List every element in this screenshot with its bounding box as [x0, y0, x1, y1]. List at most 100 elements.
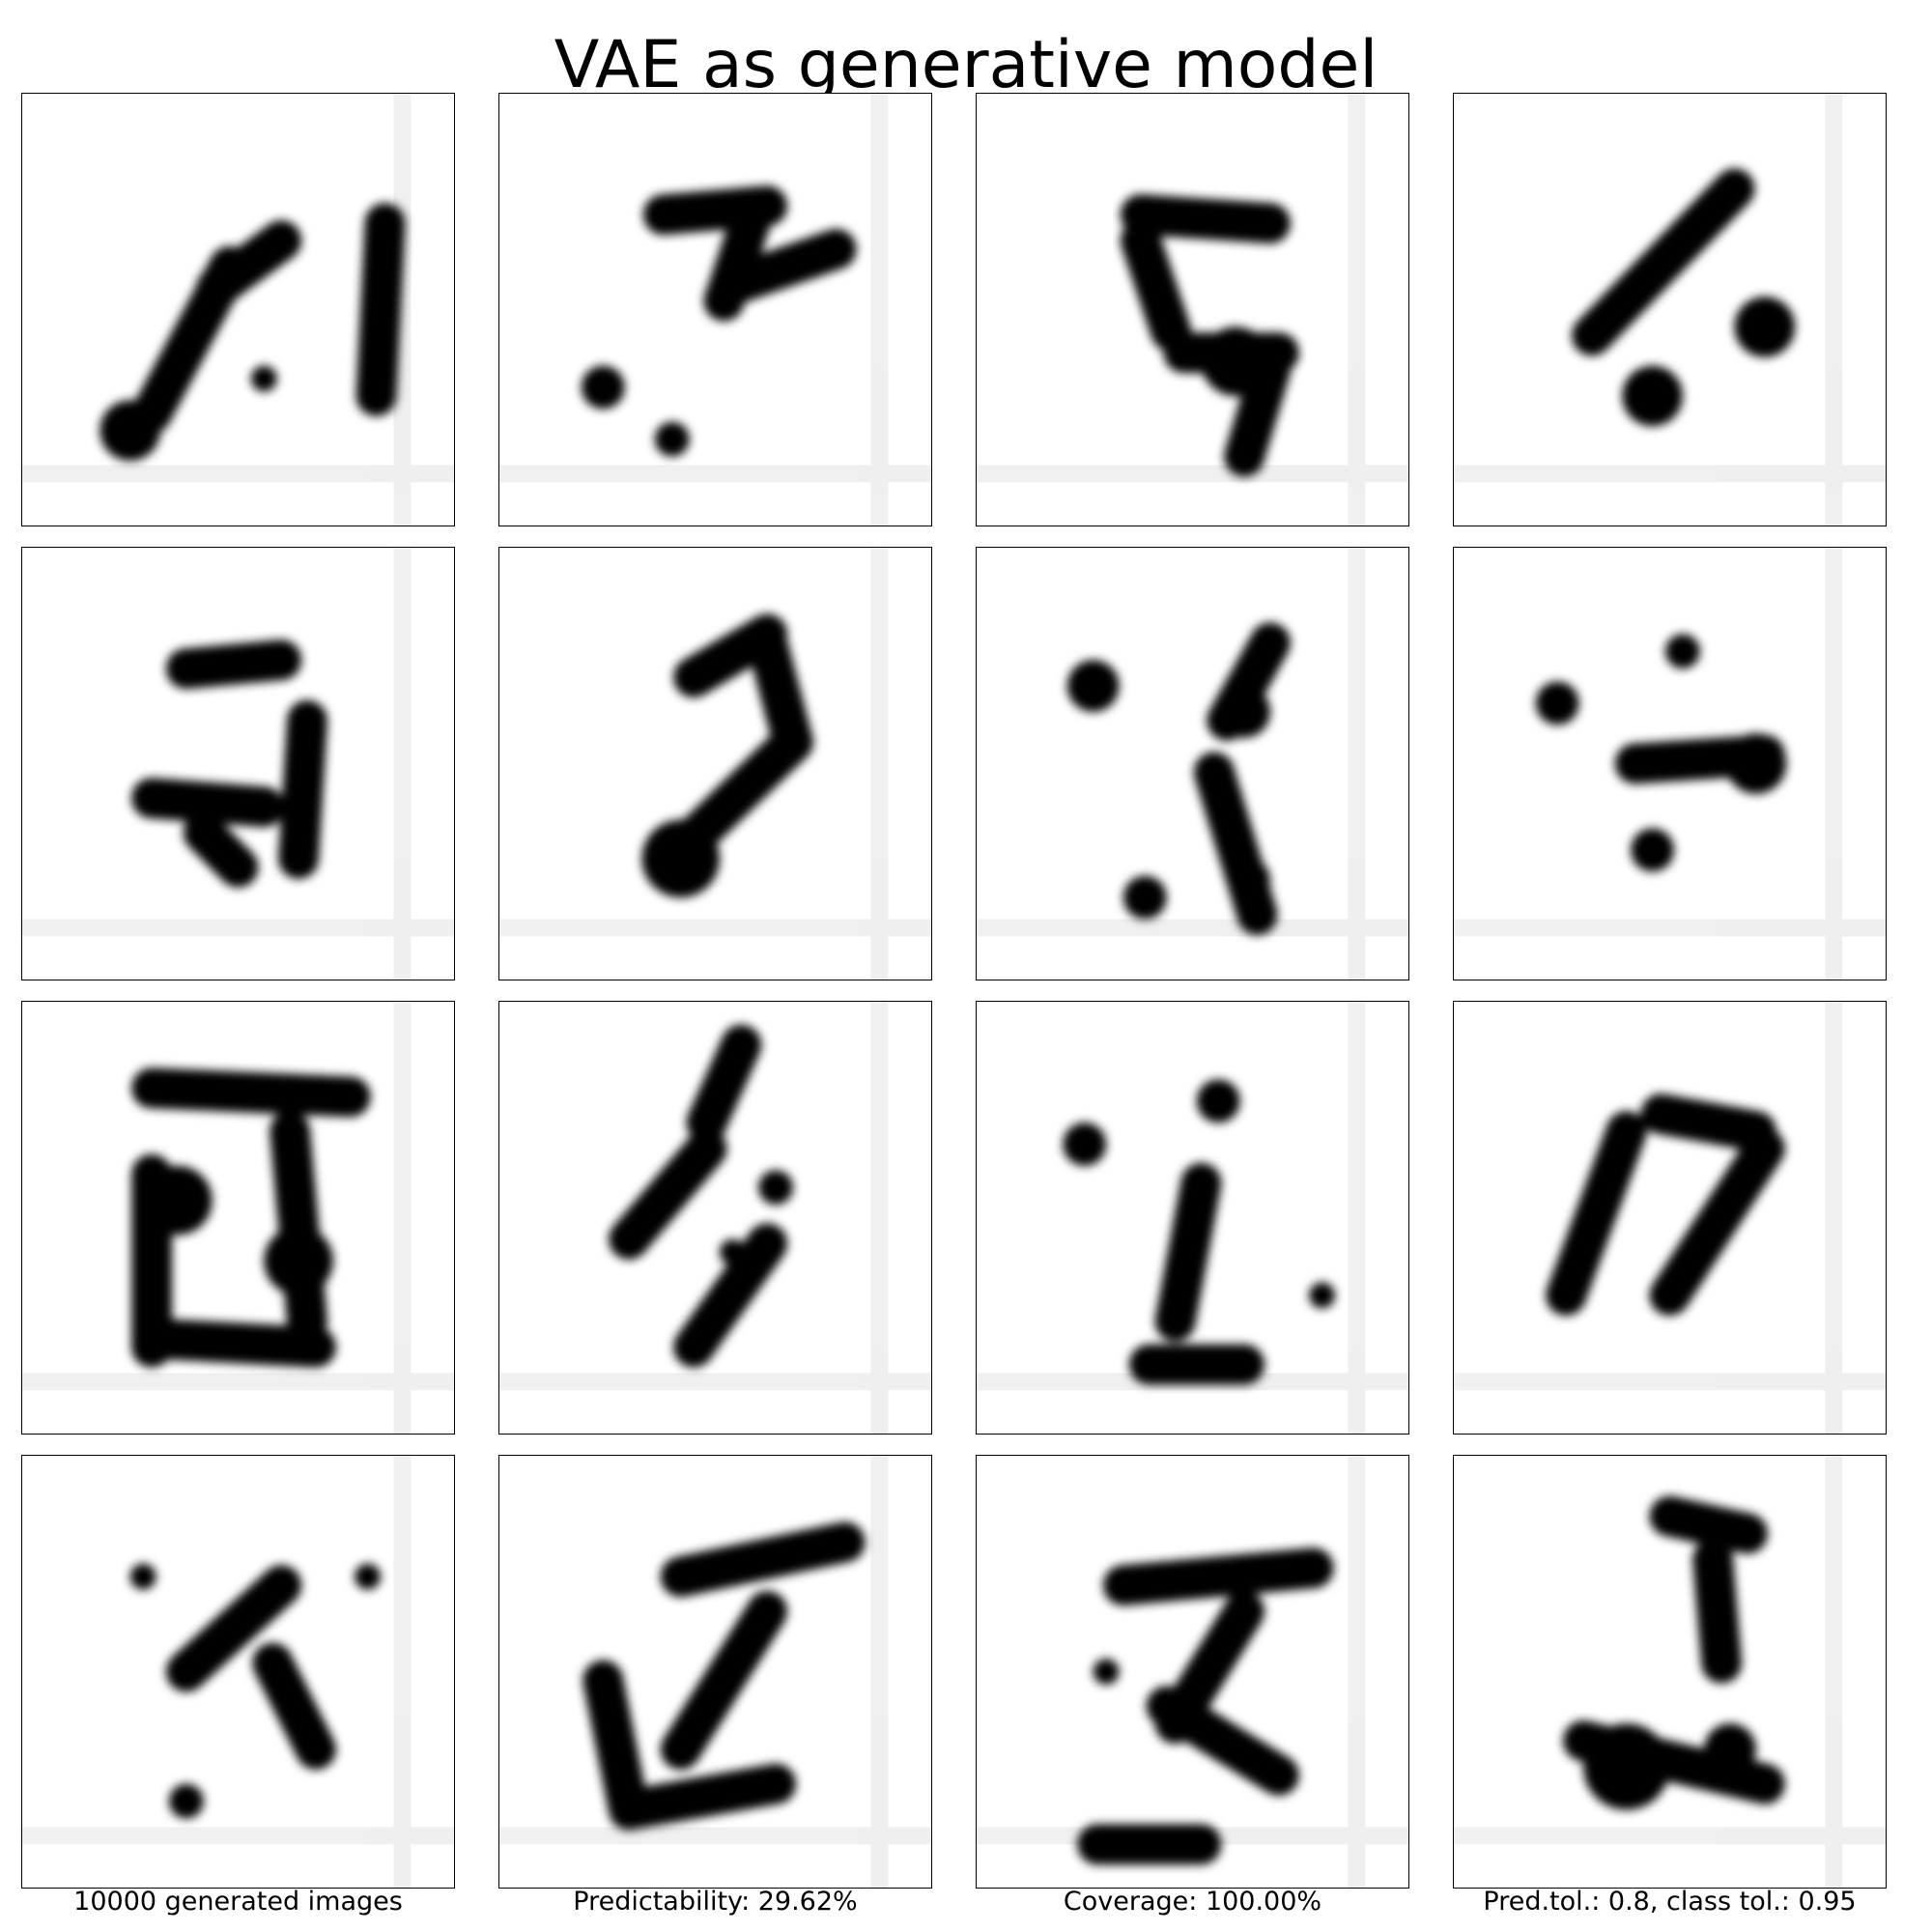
- digit-blob: [1704, 1723, 1756, 1776]
- digit-stroke: [609, 1763, 796, 1831]
- digit-blob: [1066, 660, 1120, 712]
- generated-image-r4-c1: [21, 1455, 455, 1889]
- digit-stroke: [1572, 168, 1755, 356]
- artifact-band: [977, 919, 1408, 937]
- artifact-band: [22, 919, 454, 937]
- digit-blob: [1196, 1079, 1240, 1123]
- artifact-column: [393, 94, 412, 526]
- digit-stroke: [660, 1521, 866, 1598]
- artifact-band: [499, 1373, 931, 1391]
- digit-canvas: [22, 1456, 454, 1888]
- generated-image-r1-c4: [1453, 93, 1887, 526]
- digit-stroke: [673, 1223, 788, 1368]
- digit-stroke: [131, 1067, 371, 1118]
- digit-stroke: [131, 1318, 336, 1368]
- digit-stroke: [1154, 1162, 1222, 1342]
- generated-image-r3-c1: [21, 1001, 455, 1435]
- digit-blob: [719, 1238, 746, 1265]
- digit-stroke: [278, 699, 327, 879]
- generated-image-r2-c4: [1453, 547, 1887, 980]
- digit-stroke: [1640, 1094, 1776, 1152]
- digit-canvas: [22, 548, 454, 980]
- digit-blob: [1201, 327, 1270, 396]
- artifact-column: [393, 548, 412, 980]
- artifact-band: [22, 465, 454, 483]
- digit-stroke: [252, 1642, 336, 1770]
- artifact-band: [977, 1373, 1408, 1391]
- digit-canvas: [22, 1002, 454, 1434]
- digit-stroke: [165, 1565, 302, 1692]
- digit-stroke: [1692, 1539, 1743, 1684]
- digit-blob: [1725, 733, 1787, 794]
- artifact-band: [1454, 919, 1886, 937]
- artifact-band: [977, 465, 1408, 483]
- digit-blob: [99, 400, 161, 461]
- digit-canvas: [977, 548, 1408, 980]
- digit-stroke: [355, 203, 406, 416]
- artifact-column: [1348, 1002, 1366, 1434]
- digit-stroke: [686, 1024, 762, 1144]
- caption-tolerances: Pred.tol.: 0.8, class tol.: 0.95: [1483, 1887, 1857, 1917]
- digit-canvas: [977, 1002, 1408, 1434]
- generated-image-r3-c2: [498, 1001, 932, 1435]
- digit-blob: [250, 365, 277, 392]
- digit-blob: [1309, 1282, 1336, 1309]
- digit-blob: [1093, 1659, 1120, 1685]
- digit-stroke: [1649, 1495, 1768, 1554]
- digit-stroke: [1120, 194, 1291, 244]
- digit-blob: [1535, 681, 1579, 725]
- digit-blob: [1665, 634, 1700, 669]
- digit-blob: [654, 421, 690, 457]
- digit-blob: [168, 1783, 204, 1819]
- digit-blob: [641, 819, 720, 898]
- digit-stroke: [131, 778, 285, 828]
- artifact-band: [1454, 1827, 1886, 1845]
- digit-canvas: [22, 94, 454, 526]
- digit-stroke: [1146, 1686, 1299, 1796]
- artifact-column: [1825, 1002, 1843, 1434]
- digit-canvas: [1454, 548, 1886, 980]
- generated-image-r4-c3: [976, 1455, 1409, 1889]
- digit-blob: [143, 1165, 213, 1236]
- artifact-column: [1825, 548, 1843, 980]
- digit-stroke: [1546, 1111, 1647, 1316]
- digit-blob: [1218, 686, 1270, 738]
- digit-stroke: [1649, 1128, 1785, 1316]
- artifact-column: [1348, 1456, 1366, 1888]
- digit-stroke: [1224, 350, 1291, 477]
- digit-blob: [129, 1563, 156, 1590]
- generated-image-r4-c2: [498, 1455, 932, 1889]
- generated-image-r2-c3: [976, 547, 1409, 980]
- digit-canvas: [1454, 1456, 1886, 1888]
- digit-stroke: [609, 1128, 727, 1260]
- digit-canvas: [499, 94, 931, 526]
- digit-blob: [1631, 828, 1674, 872]
- artifact-column: [1348, 548, 1366, 980]
- digit-canvas: [499, 1456, 931, 1888]
- generated-image-r3-c3: [976, 1001, 1409, 1435]
- digit-stroke: [582, 1660, 650, 1831]
- digit-blob: [1063, 1122, 1107, 1166]
- artifact-column: [1348, 94, 1366, 526]
- digit-stroke: [165, 639, 302, 690]
- artifact-column: [393, 1456, 412, 1888]
- digit-canvas: [1454, 94, 1886, 526]
- digit-blob: [1227, 858, 1270, 902]
- digit-stroke: [183, 812, 259, 888]
- artifact-column: [1825, 1456, 1843, 1888]
- digit-canvas: [977, 1456, 1408, 1888]
- digit-blob: [264, 1226, 333, 1295]
- artifact-column: [1825, 94, 1843, 526]
- artifact-band: [1454, 1373, 1886, 1391]
- artifact-column: [870, 1456, 889, 1888]
- digit-canvas: [499, 548, 931, 980]
- digit-stroke: [196, 220, 302, 309]
- caption-coverage: Coverage: 100.00%: [1063, 1887, 1322, 1917]
- generated-image-r2-c2: [498, 547, 932, 980]
- digit-canvas: [499, 1002, 931, 1434]
- artifact-band: [22, 1827, 454, 1845]
- digit-blob: [758, 1170, 793, 1206]
- generated-image-r1-c3: [976, 93, 1409, 526]
- generated-image-r4-c4: [1453, 1455, 1887, 1889]
